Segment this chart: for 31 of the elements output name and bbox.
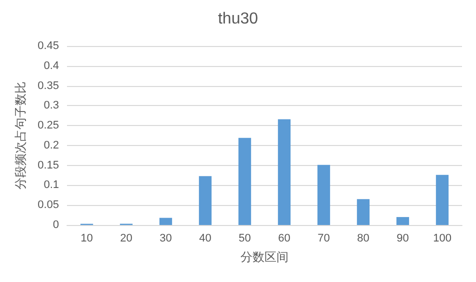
y-axis-title: 分段频次占句子数比 bbox=[14, 82, 28, 190]
x-tick-label: 70 bbox=[318, 232, 330, 244]
bar bbox=[436, 174, 449, 225]
x-tick-label: 80 bbox=[357, 232, 370, 244]
x-tick-label: 50 bbox=[238, 232, 251, 244]
y-tick-label: 0.45 bbox=[38, 40, 59, 52]
y-tick-label: 0.4 bbox=[44, 60, 59, 72]
x-tick-label: 100 bbox=[433, 232, 452, 244]
y-tick-label: 0.05 bbox=[38, 199, 59, 212]
y-tick-label: 0.35 bbox=[38, 80, 59, 92]
x-tick-label: 20 bbox=[120, 232, 132, 244]
x-tick-label: 40 bbox=[199, 232, 212, 244]
x-axis-title: 分数区间 bbox=[240, 250, 288, 264]
bar bbox=[317, 164, 330, 225]
bar bbox=[278, 119, 291, 225]
x-tick-label: 60 bbox=[278, 232, 290, 244]
x-tick-label: 90 bbox=[396, 232, 409, 244]
bar bbox=[356, 199, 370, 225]
y-tick-label: 0.2 bbox=[44, 139, 59, 152]
bar bbox=[198, 176, 212, 225]
y-tick-label: 0.15 bbox=[38, 159, 59, 172]
y-tick-label: 0.1 bbox=[44, 179, 59, 192]
x-tick-label: 30 bbox=[160, 232, 172, 244]
bar bbox=[159, 218, 172, 225]
x-tick-label: 10 bbox=[80, 232, 93, 244]
bar bbox=[396, 217, 410, 225]
chart-title: thu30 bbox=[218, 10, 258, 28]
y-tick-label: 0.25 bbox=[38, 120, 59, 132]
y-tick-label: 0 bbox=[52, 219, 59, 231]
bar bbox=[238, 138, 252, 225]
y-tick-label: 0.3 bbox=[44, 100, 59, 112]
